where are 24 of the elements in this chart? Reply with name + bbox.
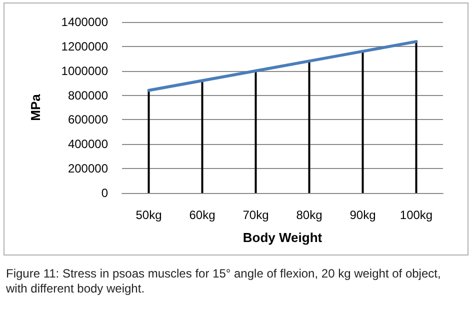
y-tick-label: 0 xyxy=(101,186,108,200)
x-axis-title: Body Weight xyxy=(242,230,323,245)
x-tick-label: 50kg xyxy=(136,208,162,222)
x-tick-label: 100kg xyxy=(400,208,433,222)
x-tick-label: 70kg xyxy=(242,208,269,222)
bar xyxy=(362,51,364,193)
bar xyxy=(254,70,257,193)
y-tick-label: 600000 xyxy=(68,112,108,127)
y-tick-label: 200000 xyxy=(68,162,108,176)
caption: Figure 11: Stress in psoas muscles for 15° angle of flexion, 20 kg weight of object, with different body weight. xyxy=(5,266,444,296)
y-tick-label: 1400000 xyxy=(61,15,108,29)
y-axis-title: MPa xyxy=(28,93,43,121)
y-tick-label: 1000000 xyxy=(61,64,108,78)
bar xyxy=(148,90,150,193)
bar xyxy=(201,80,204,193)
y-tick-label: 400000 xyxy=(68,137,108,152)
bar xyxy=(415,42,418,193)
y-tick-label: 1200000 xyxy=(61,39,108,54)
x-tick-label: 90kg xyxy=(350,208,376,222)
x-tick-label: 60kg xyxy=(189,208,216,222)
y-tick-label: 800000 xyxy=(68,88,108,102)
x-tick-label: 80kg xyxy=(296,208,322,222)
bar xyxy=(308,61,310,193)
line-series xyxy=(147,40,418,92)
